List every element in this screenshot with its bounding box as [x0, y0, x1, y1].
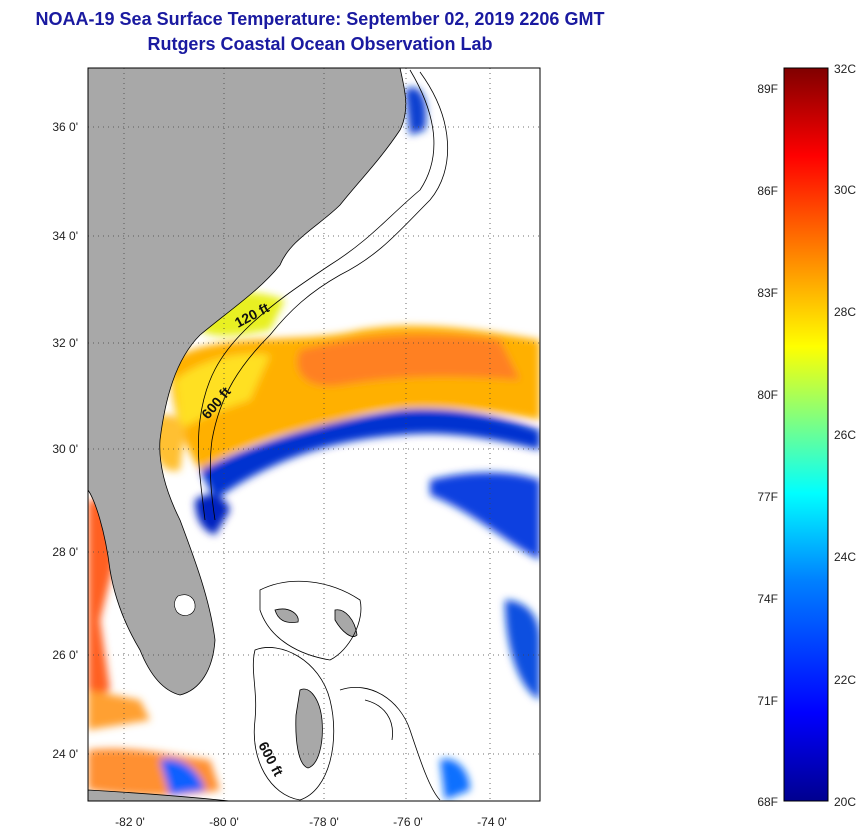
colorbar-celsius-label: 32C: [834, 62, 856, 76]
colorbar-celsius-label: 24C: [834, 550, 856, 564]
colorbar-fahrenheit-label: 80F: [757, 388, 778, 402]
colorbar-celsius-label: 26C: [834, 428, 856, 442]
lat-label: 28 0': [52, 545, 78, 559]
colorbar-fahrenheit-label: 89F: [757, 82, 778, 96]
lat-label: 34 0': [52, 229, 78, 243]
longitude-axis: -82 0' -80 0' -78 0' -76 0' -74 0': [115, 815, 507, 829]
colorbar-fahrenheit-label: 71F: [757, 694, 778, 708]
lat-label: 36 0': [52, 120, 78, 134]
colorbar-fahrenheit-label: 68F: [757, 795, 778, 809]
lat-label: 30 0': [52, 442, 78, 456]
lon-label: -80 0': [209, 815, 239, 829]
colorbar: [783, 67, 829, 802]
colorbar-fahrenheit-labels: 89F 86F 83F 80F 77F 74F 71F 68F: [757, 82, 778, 809]
colorbar-celsius-label: 22C: [834, 673, 856, 687]
map-subtitle: Rutgers Coastal Ocean Observation Lab: [147, 34, 493, 54]
lon-label: -78 0': [309, 815, 339, 829]
bathymetry-contours: [197, 69, 449, 801]
map-frame: [87, 67, 541, 802]
colorbar-celsius-label: 30C: [834, 183, 856, 197]
lon-label: -82 0': [115, 815, 145, 829]
colorbar-celsius-label: 20C: [834, 795, 856, 809]
lat-label: 32 0': [52, 336, 78, 350]
lake-okeechobee: [174, 594, 196, 616]
latitude-axis: 36 0' 34 0' 32 0' 30 0' 28 0' 26 0' 24 0…: [52, 120, 78, 761]
graticule: [88, 68, 540, 801]
lon-label: -74 0': [477, 815, 507, 829]
lat-label: 26 0': [52, 648, 78, 662]
colorbar-celsius-labels: 32C 30C 28C 26C 24C 22C 20C: [834, 62, 856, 809]
bahamas-abaco: [334, 609, 358, 637]
colorbar-fahrenheit-label: 83F: [757, 286, 778, 300]
colorbar-celsius-label: 28C: [834, 305, 856, 319]
land-mainland: [88, 68, 407, 696]
lat-label: 24 0': [52, 747, 78, 761]
colorbar-fahrenheit-label: 86F: [757, 184, 778, 198]
bahamas-grand: [274, 608, 299, 623]
colorbar-fahrenheit-label: 74F: [757, 592, 778, 606]
bahamas-andros: [295, 688, 323, 769]
map-title: NOAA-19 Sea Surface Temperature: Septemb…: [35, 9, 605, 29]
colorbar-fahrenheit-label: 77F: [757, 490, 778, 504]
lon-label: -76 0': [393, 815, 423, 829]
